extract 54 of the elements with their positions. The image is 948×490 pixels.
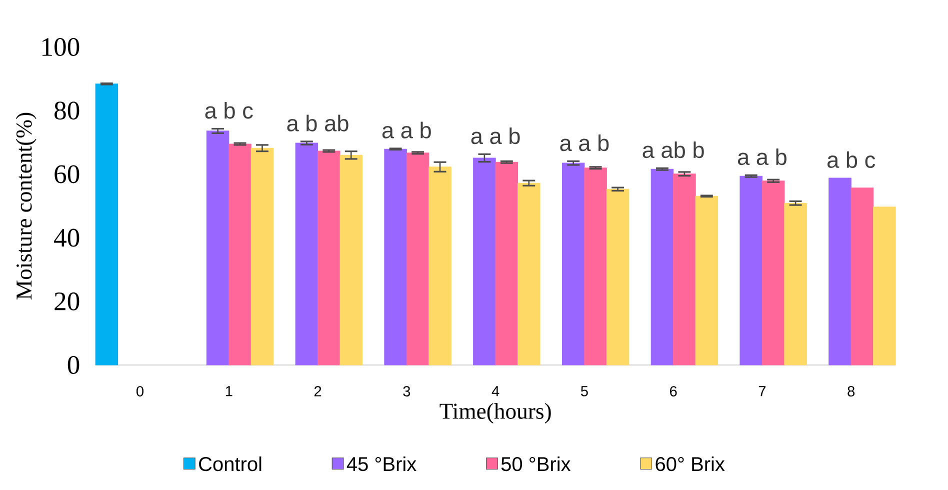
- x-tick-label: 4: [492, 386, 500, 396]
- bar: [740, 176, 762, 366]
- bar: [695, 196, 718, 366]
- bar: [428, 166, 452, 366]
- annotation: a a b: [738, 148, 786, 166]
- y-tick-label: 100: [42, 38, 80, 56]
- y-tick-label: 40: [54, 228, 80, 247]
- y-tick-label: 80: [54, 102, 80, 120]
- bar: [562, 162, 585, 366]
- bar: [318, 150, 340, 366]
- bar: [784, 202, 807, 366]
- bar: [250, 148, 274, 366]
- bar: [295, 142, 318, 366]
- legend-label: 50 °Brix: [501, 456, 571, 472]
- y-axis-title: Moisture content(%): [16, 112, 36, 300]
- bar: [340, 154, 362, 366]
- bar: [473, 158, 496, 366]
- x-tick-label: 8: [848, 386, 855, 396]
- bar: [828, 178, 852, 366]
- y-tick-label: 20: [54, 292, 80, 310]
- legend-label: Control: [199, 456, 262, 472]
- bar: [873, 206, 896, 366]
- bar: [518, 182, 540, 366]
- x-tick-label: 7: [758, 386, 766, 396]
- annotation: a ab b: [642, 141, 704, 158]
- annotation: a a b: [471, 127, 520, 144]
- bar: [650, 168, 674, 366]
- bar: [95, 84, 118, 366]
- x-tick-label: 6: [670, 386, 677, 396]
- annotation: a b c: [828, 151, 876, 168]
- legend-label: 60° Brix: [656, 456, 725, 472]
- x-tick-label: 5: [580, 386, 588, 396]
- bar: [495, 162, 518, 366]
- annotation: a a b: [382, 122, 431, 138]
- bar: [406, 152, 430, 366]
- bar: [206, 130, 230, 366]
- bar: [850, 188, 874, 366]
- y-tick-label: 60: [54, 165, 80, 184]
- bar: [228, 144, 252, 366]
- bar: [673, 174, 696, 366]
- x-tick-label: 1: [226, 386, 232, 396]
- x-tick-label: 0: [136, 386, 144, 396]
- bar: [606, 188, 630, 366]
- bar: [584, 168, 607, 366]
- x-tick-label: 3: [403, 386, 410, 396]
- annotation: a b ab: [287, 114, 348, 132]
- x-axis-title: Time(hours): [440, 402, 551, 424]
- legend-label: 45 °Brix: [346, 456, 416, 472]
- annotation: a b c: [205, 102, 253, 119]
- x-tick-label: 2: [314, 386, 322, 396]
- y-tick-label: 0: [68, 356, 80, 374]
- bar: [384, 148, 407, 366]
- annotation: a a b: [560, 134, 609, 152]
- bar: [762, 180, 785, 366]
